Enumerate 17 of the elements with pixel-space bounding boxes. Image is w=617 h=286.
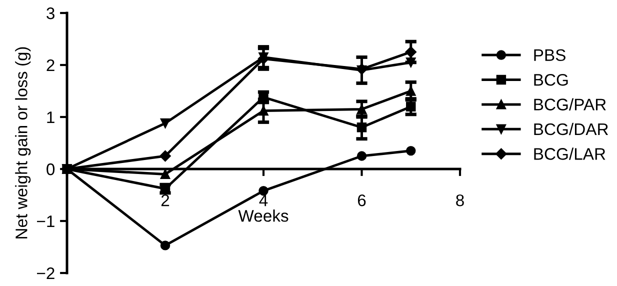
y-tick-label: −1: [37, 216, 54, 228]
y-axis-title: Net weight gain or loss (g): [15, 47, 31, 238]
legend-label: BCG: [534, 74, 568, 86]
x-tick-label: 6: [358, 194, 366, 206]
legend-label: BCG/PAR: [534, 98, 606, 110]
legend-label: PBS: [534, 49, 566, 62]
x-tick-label: 2: [161, 194, 170, 206]
x-tick-label: 8: [456, 194, 464, 206]
x-axis-title: Weeks: [238, 210, 288, 222]
y-tick-label: 2: [46, 59, 54, 72]
y-tick-label: −2: [37, 267, 54, 280]
y-tick-label: 3: [46, 7, 54, 20]
y-tick-label: 0: [46, 163, 55, 176]
legend-label: BCG/DAR: [534, 122, 608, 136]
x-tick-label: 4: [259, 194, 268, 206]
legend-label: BCG/LAR: [534, 148, 606, 160]
y-tick-label: 1: [47, 112, 54, 124]
